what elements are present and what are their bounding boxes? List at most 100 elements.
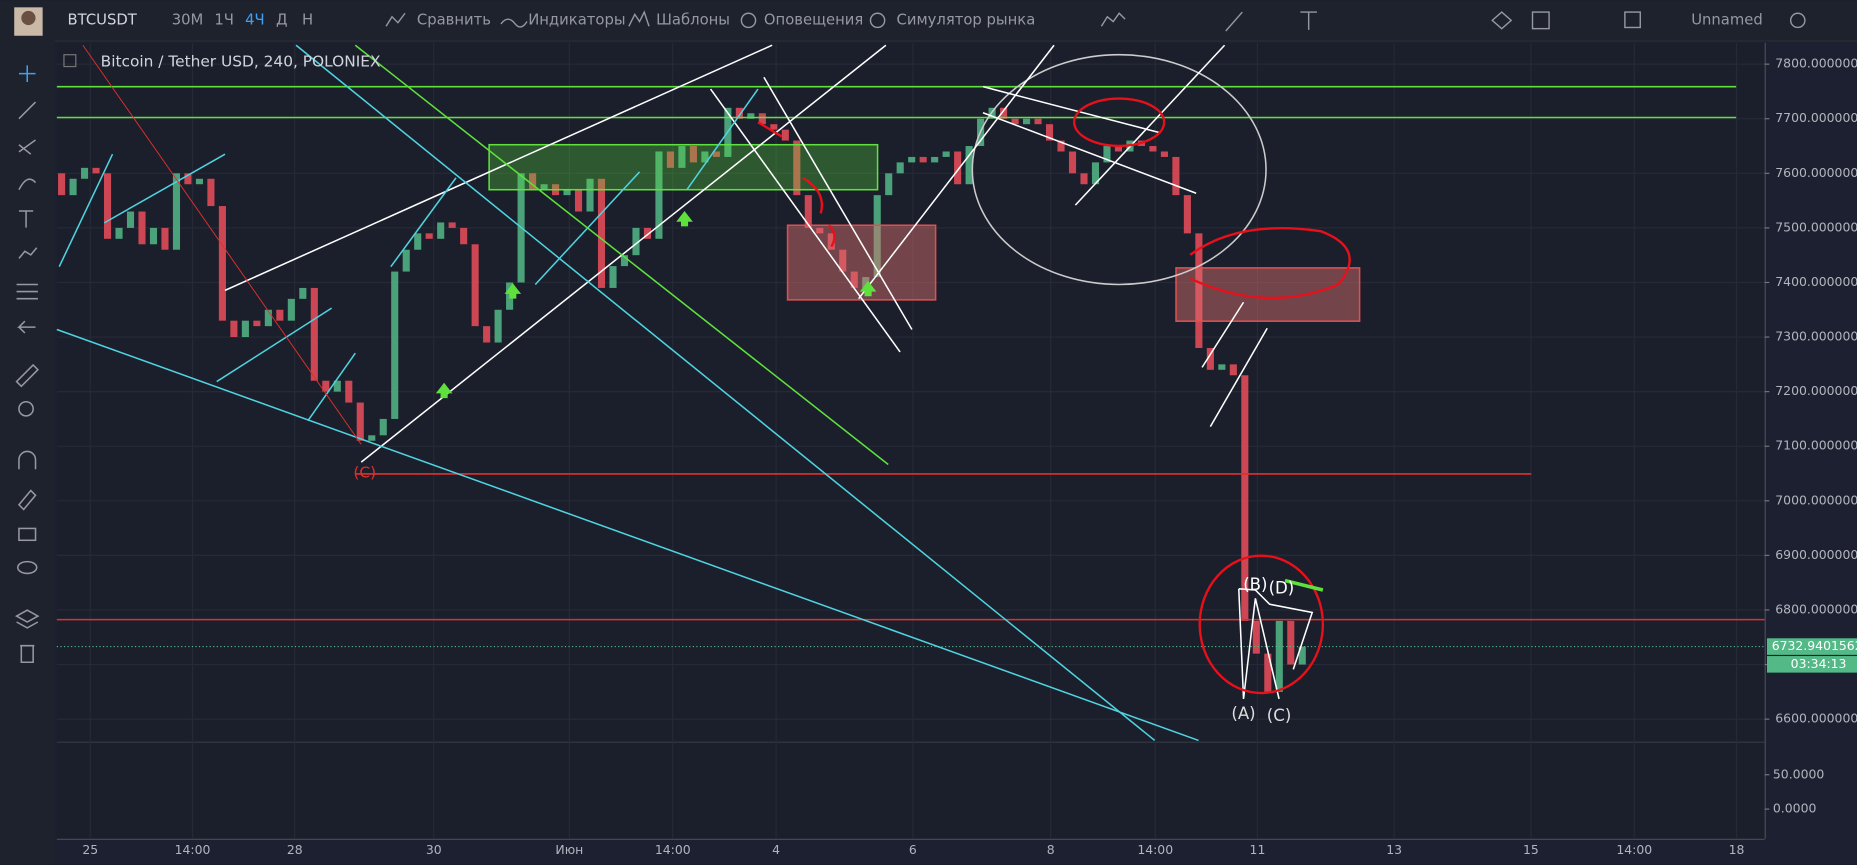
icon[interactable] bbox=[1300, 11, 1317, 30]
layout-name[interactable]: Unnamed bbox=[1691, 11, 1763, 28]
countdown-label: 03:34:13 bbox=[1791, 656, 1847, 671]
candle bbox=[299, 287, 307, 299]
candle bbox=[827, 233, 835, 250]
symbol[interactable]: BTCUSDT bbox=[68, 11, 138, 28]
icon[interactable] bbox=[1100, 12, 1126, 27]
x-tick-label: 18 bbox=[1729, 842, 1745, 857]
icon[interactable] bbox=[15, 363, 39, 388]
drawing-box[interactable] bbox=[488, 143, 879, 191]
drawing-circle[interactable] bbox=[1072, 97, 1166, 148]
drawing-line[interactable] bbox=[1209, 327, 1268, 427]
candle bbox=[1241, 375, 1249, 621]
toolbar-button[interactable]: Индикаторы bbox=[528, 11, 625, 28]
arrow-marker[interactable] bbox=[435, 382, 453, 399]
drawing-stroke[interactable] bbox=[757, 121, 836, 248]
candle bbox=[115, 227, 123, 239]
candle bbox=[414, 233, 422, 250]
candle bbox=[1034, 118, 1042, 125]
icon[interactable] bbox=[18, 400, 34, 417]
candle bbox=[689, 146, 697, 163]
icon[interactable] bbox=[1225, 11, 1243, 32]
collapse-button[interactable] bbox=[63, 54, 77, 68]
icon[interactable] bbox=[18, 178, 37, 191]
drawing-line[interactable] bbox=[224, 44, 773, 292]
drawing-line[interactable] bbox=[982, 112, 1197, 194]
drawing-line[interactable] bbox=[686, 88, 759, 191]
drawing-line[interactable] bbox=[982, 85, 1161, 134]
drawing-box[interactable] bbox=[786, 224, 937, 301]
icon[interactable] bbox=[500, 18, 528, 28]
interval[interactable]: Д bbox=[276, 11, 288, 28]
icon[interactable] bbox=[1624, 11, 1641, 29]
icon[interactable] bbox=[17, 320, 36, 334]
drawing-line[interactable] bbox=[56, 328, 1199, 742]
icon[interactable] bbox=[14, 609, 40, 629]
candle bbox=[574, 189, 583, 212]
icon[interactable] bbox=[1491, 11, 1513, 30]
icon[interactable] bbox=[18, 247, 38, 259]
candle bbox=[1206, 347, 1214, 370]
icon[interactable] bbox=[18, 450, 37, 470]
icon[interactable] bbox=[16, 560, 38, 575]
icon[interactable] bbox=[18, 210, 34, 228]
drawing-line[interactable] bbox=[1074, 44, 1226, 206]
arrow-marker[interactable] bbox=[859, 280, 877, 297]
drawing-line[interactable] bbox=[58, 153, 114, 268]
drawing-line[interactable] bbox=[858, 44, 1055, 300]
toolbar-button[interactable]: Сравнить bbox=[417, 11, 491, 28]
icon[interactable] bbox=[740, 12, 757, 29]
drawing-line[interactable] bbox=[307, 352, 356, 422]
drawing-line[interactable] bbox=[103, 153, 226, 224]
interval[interactable]: Н bbox=[302, 11, 313, 28]
wave-label: (C) bbox=[1267, 706, 1292, 725]
chart-legend[interactable]: Bitcoin / Tether USD, 240, POLONIEX bbox=[101, 52, 381, 70]
drawing-stroke[interactable] bbox=[1284, 578, 1324, 592]
drawing-box[interactable] bbox=[1175, 267, 1361, 322]
y-tick-label: 7300.00000000 bbox=[1775, 329, 1857, 344]
candle bbox=[253, 320, 261, 327]
candle bbox=[1057, 140, 1065, 152]
drawing-line[interactable] bbox=[390, 177, 457, 268]
icon[interactable] bbox=[18, 65, 36, 82]
icon[interactable] bbox=[385, 12, 406, 27]
drawing-line[interactable] bbox=[1201, 301, 1245, 368]
drawing-ellipse[interactable] bbox=[971, 53, 1267, 286]
toolbar-button[interactable]: Симулятор рынка bbox=[897, 11, 1036, 28]
drawing-pattern[interactable] bbox=[1238, 588, 1280, 700]
icon[interactable] bbox=[18, 139, 36, 155]
icon[interactable] bbox=[628, 10, 650, 27]
toolbar-button[interactable]: Шаблоны bbox=[656, 11, 730, 28]
interval[interactable]: 30М bbox=[172, 11, 204, 28]
arrow-marker[interactable] bbox=[504, 283, 522, 299]
candle bbox=[954, 151, 962, 185]
y-tick-label: 7800.00000000 bbox=[1775, 56, 1857, 71]
candle bbox=[149, 227, 158, 245]
drawing-circle[interactable] bbox=[1189, 227, 1351, 300]
drawing-line[interactable] bbox=[82, 44, 362, 445]
interval[interactable]: 4Ч bbox=[245, 11, 265, 28]
drawing-line[interactable] bbox=[295, 44, 1156, 742]
icon[interactable] bbox=[1789, 12, 1806, 29]
drawing-pattern[interactable] bbox=[1238, 588, 1314, 670]
icon[interactable] bbox=[16, 283, 38, 300]
icon[interactable] bbox=[20, 644, 35, 664]
candle bbox=[586, 178, 594, 212]
candle bbox=[1000, 107, 1008, 119]
left-icons bbox=[14, 65, 40, 664]
icon[interactable] bbox=[1531, 11, 1550, 30]
icon[interactable] bbox=[18, 101, 37, 120]
icon[interactable] bbox=[18, 527, 37, 542]
arrow-marker[interactable] bbox=[676, 211, 693, 227]
interval[interactable]: 1Ч bbox=[214, 11, 234, 28]
icon[interactable] bbox=[869, 12, 886, 29]
toolbar-icons bbox=[385, 10, 1806, 32]
drawing-line[interactable] bbox=[763, 76, 913, 330]
drawing-circle[interactable] bbox=[1198, 554, 1325, 695]
icon[interactable] bbox=[17, 489, 37, 511]
drawing-line[interactable] bbox=[354, 44, 889, 466]
drawing-line[interactable] bbox=[709, 88, 901, 353]
drawing-line[interactable] bbox=[216, 307, 333, 383]
x-tick-label: 15 bbox=[1523, 842, 1539, 857]
toolbar-button[interactable]: Оповещения bbox=[764, 11, 863, 28]
x-tick-label: 25 bbox=[82, 842, 98, 857]
